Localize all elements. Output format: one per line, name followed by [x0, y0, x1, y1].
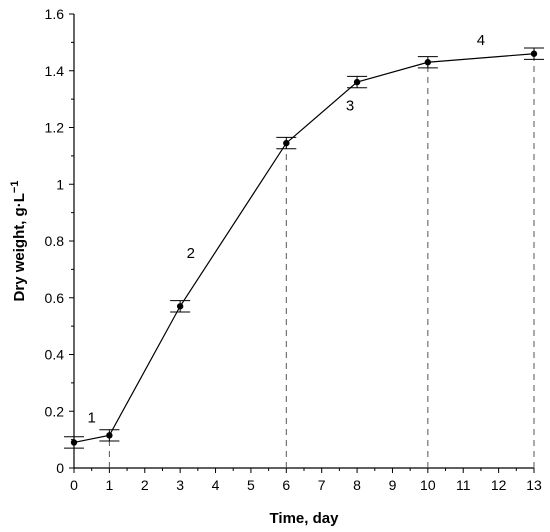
x-tick-label: 11 [456, 477, 471, 493]
y-tick-label: 0.4 [45, 347, 65, 363]
x-tick-label: 8 [353, 477, 361, 493]
x-tick-label: 10 [420, 477, 436, 493]
y-tick-label: 0.2 [45, 403, 65, 419]
y-axis-title-exp: −1 [9, 181, 21, 194]
x-tick-label: 5 [247, 477, 255, 493]
axes [73, 14, 534, 469]
phase-label: 2 [187, 245, 195, 262]
phase-label: 3 [346, 97, 354, 114]
x-axis-title: Time, day [270, 510, 340, 527]
y-axis-title: Dry weight, g·L−1 [9, 181, 28, 302]
data-point [530, 50, 538, 57]
x-tick-label: 7 [318, 477, 326, 493]
series-line [73, 53, 535, 444]
y-axis-title-unit: ·L [11, 193, 28, 207]
y-tick-label: 1.4 [45, 63, 65, 79]
y-tick-label: 1.2 [45, 120, 65, 136]
data-point [424, 59, 432, 66]
y-tick-label: 0 [56, 460, 64, 476]
x-tick-label: 13 [526, 477, 542, 493]
data-point [106, 432, 113, 439]
data-point [353, 78, 361, 86]
x-tick-label: 3 [176, 477, 184, 493]
data-point [176, 303, 184, 310]
annotations: 1 2 3 4 [88, 32, 486, 426]
y-ticks: 0 0.2 0.4 0.6 0.8 1 1.2 1.4 1.6 [45, 6, 74, 476]
y-axis-title-main: Dry weight, g [11, 207, 28, 301]
series [64, 47, 544, 449]
y-tick-label: 1 [56, 176, 64, 192]
data-point [283, 139, 290, 147]
x-tick-label: 9 [389, 477, 397, 493]
y-tick-label: 0.8 [45, 233, 65, 249]
x-ticks: 0 1 2 3 4 5 6 7 8 9 10 11 12 13 [70, 468, 542, 493]
phase-label: 1 [88, 410, 96, 427]
x-tick-label: 0 [70, 477, 78, 493]
y-tick-label: 0.6 [45, 290, 65, 306]
phase-label: 4 [477, 32, 485, 49]
dashed-guides [108, 53, 535, 468]
data-point [70, 439, 78, 446]
y-tick-label: 1.6 [45, 6, 65, 22]
x-tick-label: 12 [491, 477, 507, 493]
x-tick-label: 2 [141, 477, 149, 493]
x-tick-label: 6 [282, 477, 290, 493]
x-tick-label: 1 [105, 477, 113, 493]
x-tick-label: 4 [212, 477, 220, 493]
